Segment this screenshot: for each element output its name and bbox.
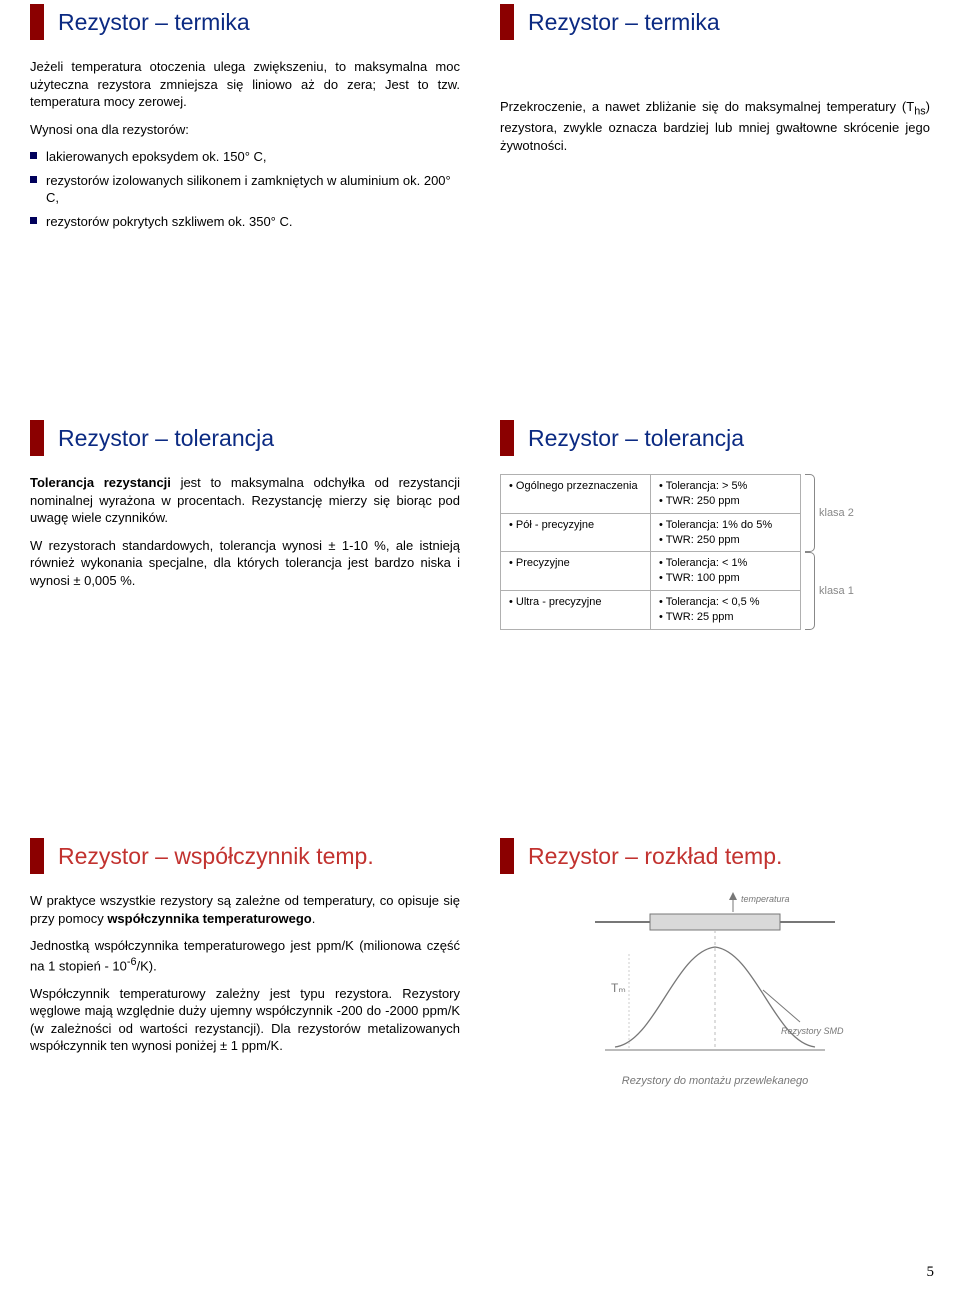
title-marker — [500, 420, 514, 456]
slide-title: Rezystor – rozkład temp. — [528, 843, 782, 870]
slide-termika-1: Rezystor – termika Jeżeli temperatura ot… — [30, 4, 460, 236]
table-row: • Precyzyjne• Tolerancja: < 1%• TWR: 100… — [501, 552, 801, 591]
table-row: • Ogólnego przeznaczenia• Tolerancja: > … — [501, 475, 801, 514]
bracket-icon — [805, 552, 815, 630]
paragraph: Współczynnik temperaturowy zależny jest … — [30, 985, 460, 1055]
text-part: /K). — [137, 958, 157, 973]
slide-header: Rezystor – termika — [500, 4, 930, 40]
title-marker — [30, 838, 44, 874]
slide-tolerancja-1: Rezystor – tolerancja Tolerancja rezysta… — [30, 420, 460, 599]
slide-header: Rezystor – rozkład temp. — [500, 838, 930, 874]
paragraph: Tolerancja rezystancji jest to maksymaln… — [30, 474, 460, 527]
tolerance-table: • Ogólnego przeznaczenia• Tolerancja: > … — [500, 474, 801, 630]
table-row: • Ultra - precyzyjne• Tolerancja: < 0,5 … — [501, 591, 801, 630]
slide-tolerancja-2: Rezystor – tolerancja • Ogólnego przezna… — [500, 420, 930, 630]
paragraph: W rezystorach standardowych, tolerancja … — [30, 537, 460, 590]
slide-rozklad: Rezystor – rozkład temp. temperatura — [500, 838, 930, 1088]
slide-header: Rezystor – termika — [30, 4, 460, 40]
bracket-klasa-2: klasa 2 — [801, 474, 861, 552]
table-cell-spec: • Tolerancja: < 1%• TWR: 100 ppm — [651, 552, 801, 591]
text-part: . — [312, 911, 316, 926]
title-marker — [30, 4, 44, 40]
temp-curve-svg: temperatura Tₘ Rezystory SMD — [585, 892, 845, 1072]
bracket-klasa-1: klasa 1 — [801, 552, 861, 630]
diagram-caption: Rezystory do montażu przewlekanego — [585, 1074, 845, 1088]
table-cell-category: • Pół - precyzyjne — [501, 513, 651, 552]
title-marker — [30, 420, 44, 456]
title-marker — [500, 838, 514, 874]
list-item-text: lakierowanych epoksydem ok. 150° C, — [46, 149, 267, 164]
temp-distribution-diagram: temperatura Tₘ Rezystory SMD Rezystory d… — [585, 892, 845, 1088]
list-item: lakierowanych epoksydem ok. 150° C, — [30, 148, 460, 166]
table-cell-category: • Ogólnego przeznaczenia — [501, 475, 651, 514]
bold-text: Tolerancja rezystancji — [30, 475, 171, 490]
slide-title: Rezystor – współczynnik temp. — [58, 843, 374, 870]
text-part: Przekroczenie, a nawet zbliżanie się do … — [500, 99, 914, 114]
table-cell-spec: • Tolerancja: < 0,5 %• TWR: 25 ppm — [651, 591, 801, 630]
slide-termika-2: Rezystor – termika Przekroczenie, a nawe… — [500, 4, 930, 164]
paragraph: Jednostką współczynnika temperaturowego … — [30, 937, 460, 974]
list-item-text: rezystorów pokrytych szkliwem ok. 350° C… — [46, 214, 293, 229]
smd-label: Rezystory SMD — [781, 1026, 844, 1036]
bracket-label: klasa 2 — [819, 507, 854, 519]
list-item: rezystorów izolowanych silikonem i zamkn… — [30, 172, 460, 207]
subscript: hs — [914, 106, 925, 118]
paragraph: Wynosi ona dla rezystorów: — [30, 121, 460, 139]
page-number: 5 — [927, 1264, 935, 1281]
table-cell-category: • Ultra - precyzyjne — [501, 591, 651, 630]
temp-arrow-label: temperatura — [741, 894, 790, 904]
paragraph: Jeżeli temperatura otoczenia ulega zwięk… — [30, 58, 460, 111]
slide-title: Rezystor – termika — [58, 9, 250, 36]
title-marker — [500, 4, 514, 40]
bullet-icon — [30, 217, 37, 224]
list-item: rezystorów pokrytych szkliwem ok. 350° C… — [30, 213, 460, 231]
bullet-icon — [30, 176, 37, 183]
slide-wspolczynnik: Rezystor – współczynnik temp. W praktyce… — [30, 838, 460, 1065]
paragraph: Przekroczenie, a nawet zbliżanie się do … — [500, 98, 930, 154]
text-part: Jednostką współczynnika temperaturowego … — [30, 938, 460, 973]
bracket-icon — [805, 474, 815, 552]
slide-header: Rezystor – współczynnik temp. — [30, 838, 460, 874]
table-row: • Pół - precyzyjne• Tolerancja: 1% do 5%… — [501, 513, 801, 552]
tm-label: Tₘ — [611, 981, 626, 995]
slide-title: Rezystor – tolerancja — [58, 425, 274, 452]
list-item-text: rezystorów izolowanych silikonem i zamkn… — [46, 173, 451, 206]
table-cell-spec: • Tolerancja: 1% do 5%• TWR: 250 ppm — [651, 513, 801, 552]
superscript: -6 — [127, 956, 137, 968]
bullet-icon — [30, 152, 37, 159]
tolerance-diagram: • Ogólnego przeznaczenia• Tolerancja: > … — [500, 474, 930, 630]
class-brackets: klasa 2 klasa 1 — [801, 474, 861, 630]
slide-title: Rezystor – tolerancja — [528, 425, 744, 452]
bold-text: współczynnika temperaturowego — [107, 911, 311, 926]
paragraph: W praktyce wszystkie rezystory są zależn… — [30, 892, 460, 927]
table-cell-category: • Precyzyjne — [501, 552, 651, 591]
slide-header: Rezystor – tolerancja — [500, 420, 930, 456]
slide-header: Rezystor – tolerancja — [30, 420, 460, 456]
bracket-label: klasa 1 — [819, 585, 854, 597]
slide-title: Rezystor – termika — [528, 9, 720, 36]
table-cell-spec: • Tolerancja: > 5%• TWR: 250 ppm — [651, 475, 801, 514]
